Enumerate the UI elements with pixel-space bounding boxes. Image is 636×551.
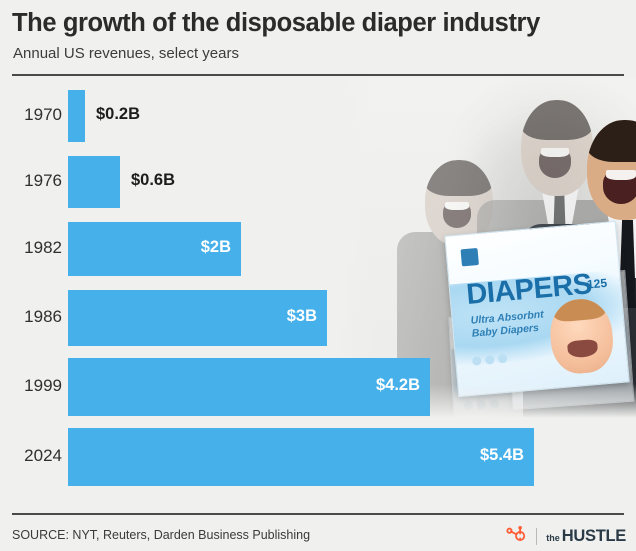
- bar-value-label: $0.2B: [96, 105, 141, 123]
- chart-row: 1976 $0.6B: [0, 156, 636, 208]
- chart-bar[interactable]: [68, 428, 534, 486]
- chart-row: 1999 $4.2B: [0, 358, 636, 416]
- bar-category-label: 2024: [24, 446, 62, 465]
- bar-category-label: 1976: [24, 171, 62, 190]
- page-subtitle: Annual US revenues, select years: [13, 45, 239, 62]
- chart-row: 1986 $3B: [0, 290, 636, 346]
- header-divider: [12, 74, 624, 76]
- bar-value-label: $2B: [200, 238, 231, 256]
- chart-row: 2024 $5.4B: [0, 428, 636, 486]
- hubspot-sprocket-icon: [506, 525, 526, 542]
- footer: SOURCE: NYT, Reuters, Darden Business Pu…: [0, 506, 636, 551]
- bar-value-label: $3B: [286, 307, 317, 325]
- chart-bar[interactable]: [68, 90, 85, 142]
- hustle-wordmark: the HUSTLE: [546, 527, 626, 546]
- bar-category-label: 1982: [24, 238, 62, 257]
- brand-the: the: [546, 532, 560, 543]
- footer-divider: [12, 513, 624, 515]
- chart-bar[interactable]: [68, 290, 327, 346]
- brand-name: HUSTLE: [561, 526, 627, 545]
- bar-value-label: $5.4B: [479, 446, 524, 464]
- brand-lockup: the HUSTLE: [505, 525, 626, 547]
- chart-bar[interactable]: [68, 222, 241, 276]
- source-note: SOURCE: NYT, Reuters, Darden Business Pu…: [12, 528, 311, 542]
- brand-divider: [536, 527, 538, 545]
- bar-value-label: $0.6B: [131, 171, 176, 189]
- bar-category-label: 1970: [24, 105, 62, 124]
- bar-chart: 1970 $0.2B 1976 $0.6B 1982 $2B 1986 $3B 1999 $4.2…: [0, 78, 636, 506]
- chart-row: 1982 $2B: [0, 222, 636, 276]
- page-title: The growth of the disposable diaper indu…: [12, 9, 540, 37]
- header: The growth of the disposable diaper indu…: [0, 0, 636, 76]
- bar-category-label: 1986: [24, 307, 62, 326]
- chart-bar[interactable]: [68, 156, 120, 208]
- bar-value-label: $4.2B: [375, 376, 420, 394]
- chart-row: 1970 $0.2B: [0, 90, 636, 142]
- bar-category-label: 1999: [24, 376, 62, 395]
